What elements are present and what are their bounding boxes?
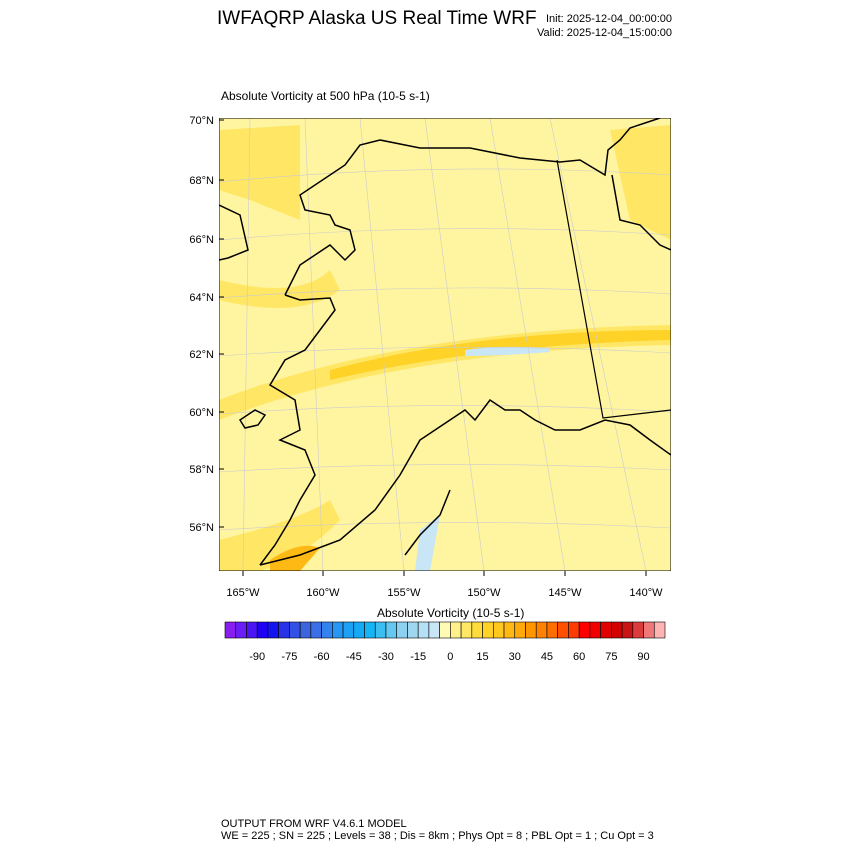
colorbar-swatch bbox=[224, 621, 237, 639]
time-info: Init: 2025-12-04_00:00:00 Valid: 2025-12… bbox=[537, 12, 672, 40]
footer: OUTPUT FROM WRF V4.6.1 MODEL WE = 225 ; … bbox=[221, 818, 654, 842]
colorbar-title: Absolute Vorticity (10-5 s-1) bbox=[377, 606, 525, 620]
vorticity-band bbox=[610, 125, 671, 240]
colorbar-swatch bbox=[632, 621, 644, 639]
colorbar-swatch bbox=[482, 621, 494, 639]
colorbar-swatch bbox=[471, 621, 483, 639]
colorbar-label: 30 bbox=[509, 651, 521, 663]
lon-label: 145°W bbox=[548, 587, 582, 599]
lat-labels: 70°N 68°N 66°N 64°N 62°N 60°N 58°N 56°N bbox=[189, 115, 224, 534]
colorbar-swatch bbox=[621, 621, 634, 639]
colorbar-swatch bbox=[525, 621, 537, 639]
colorbar-swatch bbox=[503, 621, 516, 639]
colorbar-label: 90 bbox=[637, 651, 649, 663]
colorbar-label: 15 bbox=[476, 651, 488, 663]
colorbar-swatch bbox=[643, 621, 655, 639]
vorticity-band bbox=[219, 270, 340, 308]
graticule bbox=[219, 118, 671, 571]
border bbox=[556, 159, 671, 419]
colorbar-swatch bbox=[385, 621, 398, 639]
colorbar-label: -45 bbox=[346, 651, 362, 663]
colorbar-swatch bbox=[299, 621, 312, 639]
colorbar-swatch bbox=[364, 621, 376, 639]
colorbar-label: 45 bbox=[541, 651, 553, 663]
colorbar-label: 60 bbox=[573, 651, 585, 663]
lat-label: 56°N bbox=[189, 522, 214, 534]
init-time: Init: 2025-12-04_00:00:00 bbox=[546, 13, 672, 25]
page-title: IWFAQRP Alaska US Real Time WRF bbox=[217, 8, 537, 29]
colorbar-label: -15 bbox=[410, 651, 426, 663]
colorbar-swatch bbox=[353, 621, 365, 639]
colorbar-swatch bbox=[460, 621, 473, 639]
vorticity-band bbox=[415, 515, 440, 571]
vorticity-band bbox=[465, 346, 550, 356]
lon-label: 155°W bbox=[387, 587, 421, 599]
map-subtitle: Absolute Vorticity at 500 hPa (10-5 s-1) bbox=[221, 89, 430, 103]
colorbar-swatch bbox=[611, 621, 623, 639]
lat-label: 60°N bbox=[189, 407, 214, 419]
colorbar-swatch bbox=[321, 621, 333, 639]
colorbar-swatch bbox=[514, 621, 526, 639]
colorbar-swatch bbox=[589, 621, 601, 639]
colorbar-swatch bbox=[278, 621, 290, 639]
lat-label: 62°N bbox=[189, 349, 214, 361]
colorbar-label: -75 bbox=[281, 651, 297, 663]
colorbar-label: -30 bbox=[378, 651, 394, 663]
colorbar-swatch bbox=[439, 621, 451, 639]
colorbar-swatch bbox=[600, 621, 612, 639]
colorbar-swatch bbox=[374, 621, 387, 639]
footer-line2: WE = 225 ; SN = 225 ; Levels = 38 ; Dis … bbox=[221, 830, 654, 842]
vorticity-band bbox=[219, 125, 300, 220]
colorbar-swatch bbox=[310, 621, 322, 639]
vorticity-band bbox=[219, 500, 340, 571]
colorbar-swatch bbox=[235, 621, 247, 639]
lat-label: 68°N bbox=[189, 175, 214, 187]
lon-label: 140°W bbox=[629, 587, 663, 599]
colorbar-swatch bbox=[289, 621, 301, 639]
colorbar-swatch bbox=[557, 621, 569, 639]
coastlines bbox=[219, 118, 671, 566]
colorbar-swatch bbox=[332, 621, 344, 639]
colorbar-swatch bbox=[546, 621, 558, 639]
colorbar-swatch bbox=[535, 621, 548, 639]
colorbar-label: -90 bbox=[249, 651, 265, 663]
lon-label: 165°W bbox=[226, 587, 260, 599]
colorbar-swatch bbox=[256, 621, 269, 639]
lon-label: 160°W bbox=[306, 587, 340, 599]
colorbar-label: -60 bbox=[314, 651, 330, 663]
colorbar-swatch bbox=[450, 621, 462, 639]
lon-labels: 165°W 160°W 155°W 150°W 145°W 140°W bbox=[226, 571, 663, 599]
colorbar-swatch bbox=[417, 621, 430, 639]
colorbar-labels: -90 -75 -60 -45 -30 -15 0 15 30 45 60 75 90 bbox=[249, 651, 649, 663]
colorbar-swatch bbox=[428, 621, 440, 639]
lat-label: 70°N bbox=[189, 115, 214, 127]
lon-label: 150°W bbox=[467, 587, 501, 599]
footer-line1: OUTPUT FROM WRF V4.6.1 MODEL bbox=[221, 818, 407, 830]
lat-label: 58°N bbox=[189, 464, 214, 476]
colorbar bbox=[224, 621, 666, 639]
colorbar-swatch bbox=[246, 621, 258, 639]
vorticity-band bbox=[219, 325, 671, 420]
colorbar-swatch bbox=[578, 621, 591, 639]
map-field bbox=[219, 118, 671, 571]
colorbar-label: 0 bbox=[447, 651, 453, 663]
colorbar-swatch bbox=[653, 621, 666, 639]
colorbar-swatch bbox=[492, 621, 505, 639]
colorbar-label: 75 bbox=[605, 651, 617, 663]
colorbar-swatch bbox=[267, 621, 279, 639]
lat-label: 64°N bbox=[189, 292, 214, 304]
colorbar-swatch bbox=[568, 621, 580, 639]
lat-label: 66°N bbox=[189, 234, 214, 246]
colorbar-swatch bbox=[407, 621, 419, 639]
vorticity-band bbox=[330, 330, 671, 380]
valid-time: Valid: 2025-12-04_15:00:00 bbox=[537, 27, 672, 39]
colorbar-swatch bbox=[342, 621, 355, 639]
colorbar-swatch bbox=[396, 621, 408, 639]
